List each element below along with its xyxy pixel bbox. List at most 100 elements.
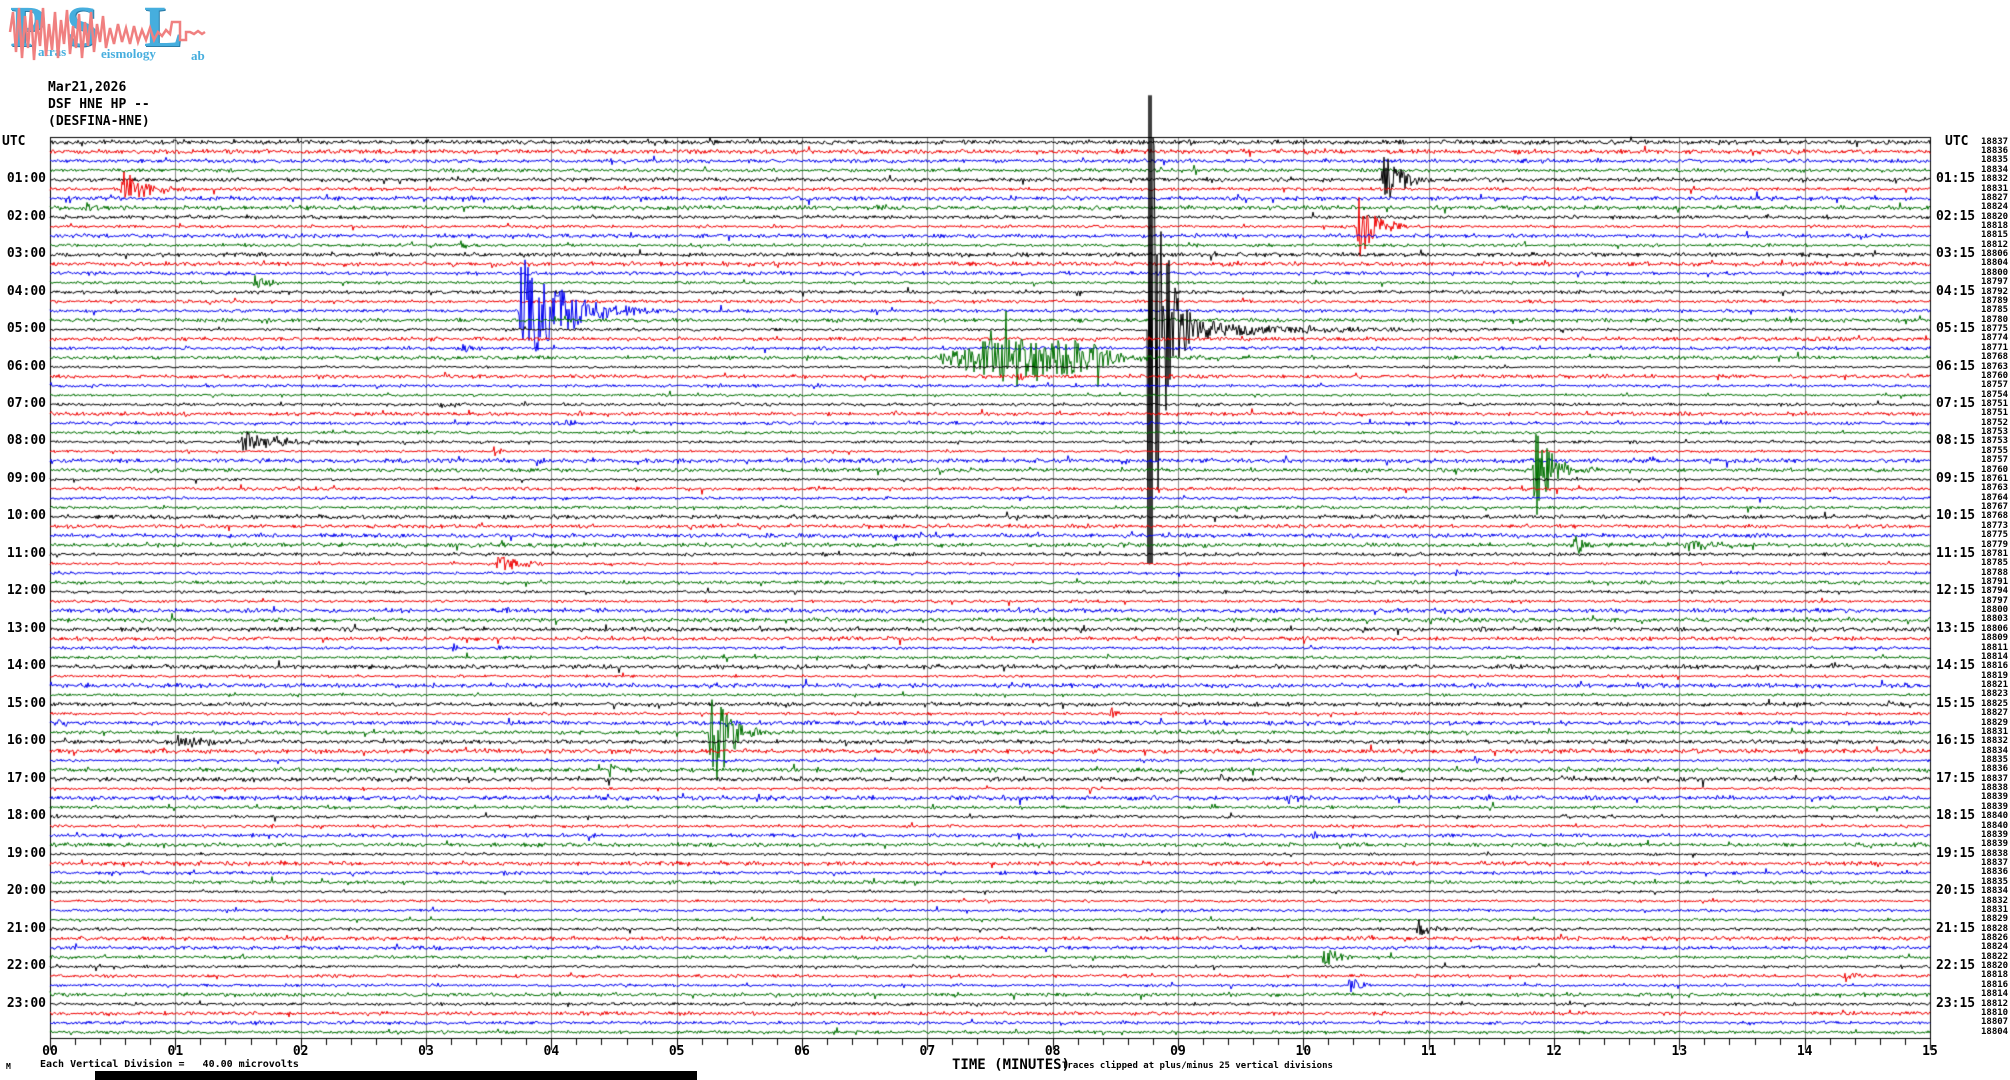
- left-time-label: 13:00: [6, 620, 46, 636]
- trace-value: 18831: [1981, 183, 2009, 194]
- trace-value: 18832: [1981, 895, 2009, 906]
- left-time-label: 04:00: [6, 283, 46, 299]
- x-tick-label: 02: [292, 1044, 309, 1059]
- trace-value: 18760: [1981, 464, 2009, 475]
- logo-seismic-trace-icon: [8, 7, 206, 61]
- x-tick-label: 06: [794, 1044, 810, 1059]
- trace-value: 18806: [1981, 249, 2009, 260]
- trace-value: 18810: [1981, 1007, 2009, 1018]
- trace-value: 18814: [1981, 651, 2009, 662]
- trace-value: 18785: [1981, 305, 2009, 316]
- trace-value: 18832: [1981, 174, 2009, 185]
- trace-value: 18821: [1981, 680, 2009, 691]
- trace-value: 18789: [1981, 295, 2009, 306]
- trace-value: 18818: [1981, 970, 2009, 981]
- left-time-label: 06:00: [6, 358, 46, 374]
- logo-word-ab: ab: [191, 48, 205, 63]
- trace-value: 18811: [1981, 642, 2009, 653]
- trace-value: 18832: [1981, 736, 2009, 747]
- x-tick-label: 04: [543, 1044, 560, 1059]
- x-tick-label: 03: [418, 1044, 434, 1059]
- trace-value: 18824: [1981, 942, 2009, 953]
- trace-value: 18839: [1981, 829, 2009, 840]
- trace-value: 18816: [1981, 661, 2009, 672]
- trace-value: 18822: [1981, 951, 2009, 962]
- left-time-label: 01:00: [6, 171, 46, 187]
- right-time-label: 02:15: [1936, 208, 1976, 224]
- trace-value: 18757: [1981, 455, 2009, 466]
- trace-value: 18824: [1981, 202, 2009, 213]
- right-time-label: 20:15: [1936, 883, 1976, 899]
- trace-value: 18781: [1981, 548, 2009, 559]
- trace-value: 18773: [1981, 520, 2009, 531]
- trace-value: 18775: [1981, 324, 2009, 335]
- x-tick-label: 09: [1170, 1044, 1186, 1059]
- right-time-label: 08:15: [1936, 433, 1976, 449]
- trace-value: 18761: [1981, 473, 2009, 484]
- trace-value: 18837: [1981, 136, 2009, 147]
- trace-value: 18800: [1981, 267, 2009, 278]
- trace-value: 18792: [1981, 286, 2009, 297]
- trace-value: 18809: [1981, 633, 2009, 644]
- logo-word-eismology: eismology: [101, 46, 156, 61]
- trace-value: 18825: [1981, 698, 2009, 709]
- trace-value: 18797: [1981, 595, 2009, 606]
- trace-value: 18754: [1981, 389, 2009, 400]
- right-time-label: 13:15: [1936, 620, 1976, 636]
- right-time-label: 11:15: [1936, 545, 1976, 561]
- trace-value: 18751: [1981, 399, 2009, 409]
- right-time-label: 10:15: [1936, 508, 1976, 524]
- trace-value: 18840: [1981, 811, 2009, 822]
- right-time-label: 22:15: [1936, 958, 1976, 974]
- psl-logo: P S L atras eismology ab: [8, 0, 213, 68]
- right-time-label: 04:15: [1936, 283, 1976, 299]
- x-tick-label: 07: [919, 1044, 936, 1059]
- x-tick-label: 01: [167, 1044, 184, 1059]
- left-time-label: 12:00: [6, 583, 46, 599]
- trace-value: 18829: [1981, 717, 2009, 728]
- left-time-label: 18:00: [6, 808, 46, 824]
- x-tick-label: 14: [1796, 1044, 1813, 1059]
- left-time-label: 17:00: [6, 770, 46, 786]
- trace-value: 18827: [1981, 192, 2009, 203]
- trace-value: 18834: [1981, 745, 2009, 756]
- left-time-label: 07:00: [6, 396, 46, 411]
- left-time-label: 10:00: [6, 508, 46, 524]
- trace-value: 18835: [1981, 876, 2009, 887]
- trace-value: 18818: [1981, 221, 2009, 231]
- right-time-label: 21:15: [1936, 920, 1976, 936]
- trace-value: 18774: [1981, 333, 2009, 344]
- trace-value: 18760: [1981, 370, 2009, 381]
- trace-value: 18816: [1981, 979, 2009, 990]
- trace-value: 18829: [1981, 914, 2009, 925]
- trace-value: 18812: [1981, 998, 2009, 1009]
- right-time-label: 15:15: [1936, 695, 1976, 711]
- header-date: Mar21,2026: [48, 80, 127, 95]
- trace-value: 18838: [1981, 848, 2009, 859]
- right-time-label: 03:15: [1936, 246, 1976, 262]
- trace-value: 18768: [1981, 511, 2009, 522]
- trace-value: 18775: [1981, 530, 2009, 541]
- right-time-label: 12:15: [1936, 583, 1976, 599]
- trace-value: 18840: [1981, 820, 2009, 831]
- trace-value: 18839: [1981, 839, 2009, 850]
- trace-value: 18807: [1981, 1017, 2009, 1028]
- left-time-label: 21:00: [6, 920, 46, 936]
- clip-note: Traces clipped at plus/minus 25 vertical…: [1062, 1061, 1333, 1071]
- trace-value: 18763: [1981, 361, 2009, 372]
- trace-value: 18823: [1981, 689, 2009, 700]
- scale-note: Each Vertical Division = 40.00 microvolt…: [40, 1059, 299, 1070]
- header-channel: DSF HNE HP --: [48, 97, 150, 112]
- left-time-label: 23:00: [6, 995, 46, 1011]
- trace-value: 18751: [1981, 408, 2009, 419]
- trace-value: 18791: [1981, 576, 2009, 587]
- trace-value: 18763: [1981, 483, 2009, 494]
- trace-value: 18752: [1981, 417, 2009, 428]
- right-time-label: 23:15: [1936, 995, 1976, 1011]
- x-tick-label: 05: [668, 1044, 685, 1059]
- trace-value: 18838: [1981, 783, 2009, 794]
- x-tick-label: 13: [1671, 1044, 1688, 1059]
- trace-value: 18753: [1981, 427, 2009, 438]
- bottom-left-artifact: M: [6, 1062, 11, 1071]
- trace-value: 18815: [1981, 230, 2009, 241]
